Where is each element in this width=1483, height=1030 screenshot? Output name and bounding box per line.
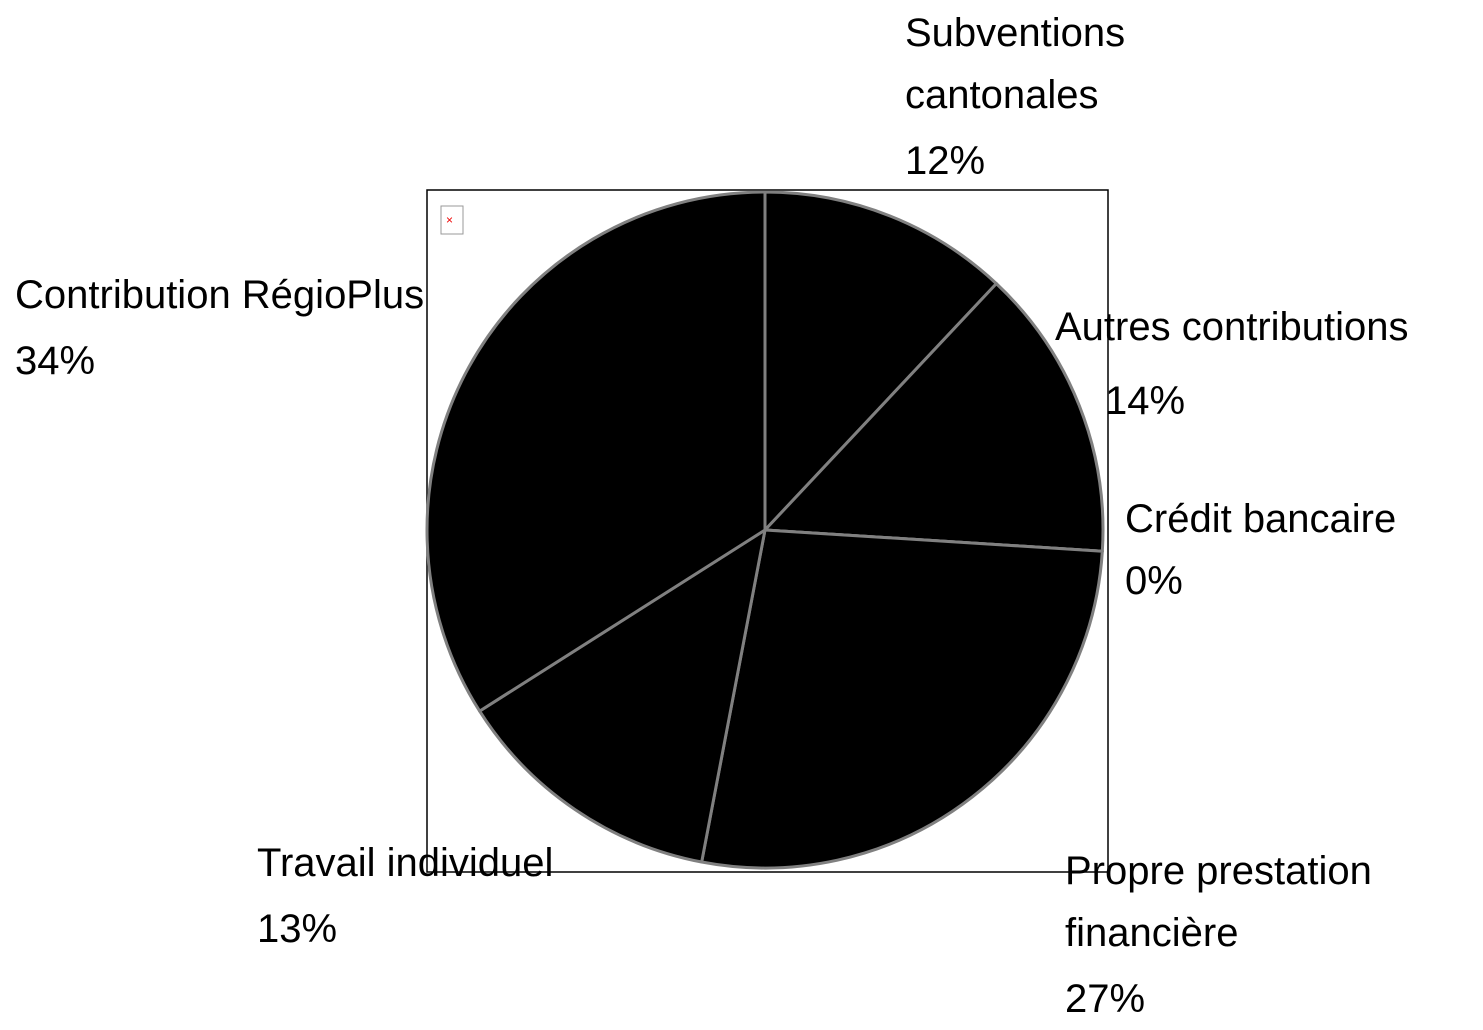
slice-value-label: 0% [1125, 559, 1183, 603]
pie [425, 190, 1105, 870]
pie-slice [478, 528, 767, 864]
slice-label: Autres contributions [1055, 305, 1409, 349]
pie-slice [425, 190, 767, 713]
slice-value-label: 27% [1065, 977, 1146, 1021]
slice-label: Travail individuel [257, 841, 554, 885]
slice-value-label: 14% [1105, 379, 1186, 423]
broken-image-icon [440, 205, 464, 235]
slice-value-label: 12% [905, 139, 986, 183]
slice-label: Propre prestation financière [1065, 849, 1372, 955]
slice-label: Crédit bancaire [1125, 497, 1397, 541]
slice-value-label: 34% [15, 339, 96, 383]
slice-label: Subventions cantonales [905, 11, 1126, 117]
slice-value-label: 13% [257, 907, 338, 951]
slice-label: Contribution RégioPlus [15, 273, 425, 317]
pie-slice [700, 528, 1104, 870]
broken-image-icon: × [446, 213, 453, 227]
pie-slice [763, 190, 998, 532]
pie-slice [763, 282, 1105, 553]
